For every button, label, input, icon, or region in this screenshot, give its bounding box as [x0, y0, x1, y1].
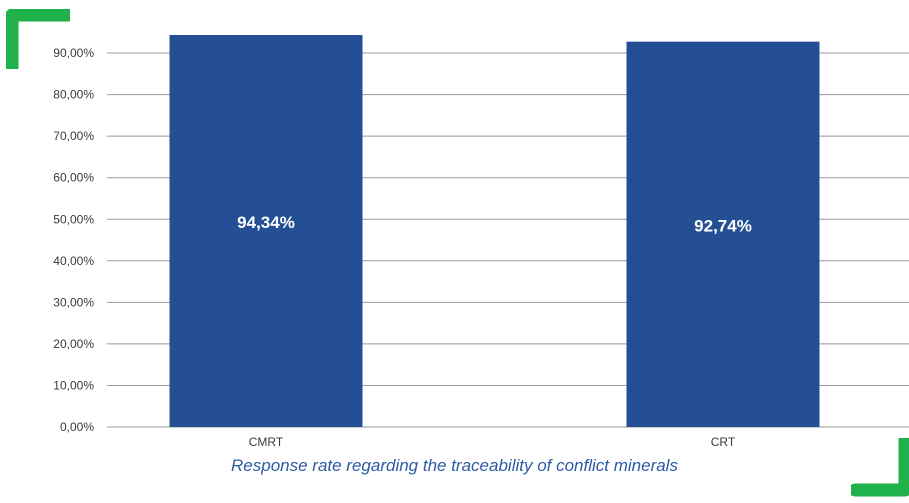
y-tick-label: 50,00% [53, 212, 94, 226]
chart-caption: Response rate regarding the traceability… [231, 456, 678, 475]
y-tick-label: 20,00% [53, 337, 94, 351]
bar-crt [626, 41, 820, 428]
y-tick-label: 40,00% [53, 254, 94, 268]
y-tick-label: 80,00% [53, 88, 94, 102]
corner-bracket-bottom-right-icon [851, 438, 909, 497]
data-label-crt: 92,74% [694, 216, 752, 235]
y-axis-ticks: 0,00% 10,00% 20,00% 30,00% 40,00% 50,00% 60,00… [53, 46, 94, 434]
corner-bracket-top-left-icon [6, 9, 70, 69]
y-tick-label: 60,00% [53, 171, 94, 185]
y-tick-label: 70,00% [53, 129, 94, 143]
x-tick-label: CMRT [249, 435, 284, 449]
x-tick-label: CRT [711, 435, 736, 449]
data-label-cmrt: 94,34% [237, 213, 295, 232]
y-tick-label: 30,00% [53, 295, 94, 309]
bars [169, 35, 820, 428]
x-axis-ticks: CMRT CRT [249, 435, 736, 449]
bar-cmrt [169, 35, 363, 427]
y-tick-label: 10,00% [53, 378, 94, 392]
y-tick-label: 90,00% [53, 46, 94, 60]
y-tick-label: 0,00% [60, 420, 94, 434]
data-labels: 94,34% 92,74% [237, 213, 752, 235]
